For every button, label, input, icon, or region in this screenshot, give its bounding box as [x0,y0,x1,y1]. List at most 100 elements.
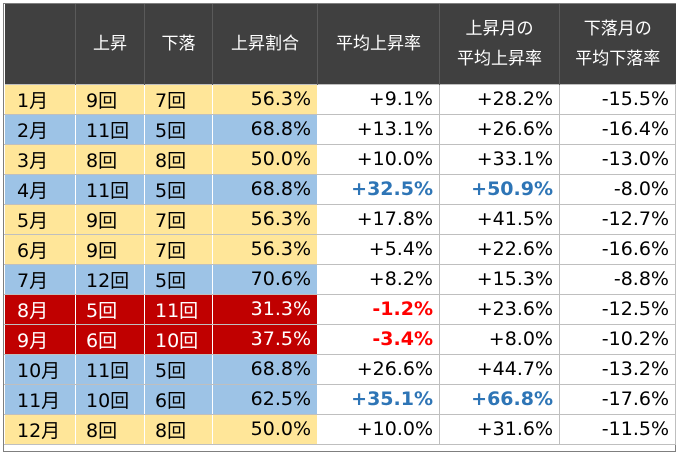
month-cell: 5月 [4,203,76,235]
header-avg-up-rate-line2: 平均上昇率 [457,48,542,69]
avg-change-cell: +5.4% [317,233,440,265]
up-ratio-cell: 68.8% [212,173,318,205]
up-count-cell: 9回 [75,203,145,235]
table-row: 2月 11回 5回 68.8% +13.1% +26.6% -16.4% [4,113,676,145]
avg-change-cell: +8.2% [317,263,440,295]
avg-up-rate-cell: +23.6% [439,293,560,325]
avg-up-rate-cell: +8.0% [439,323,560,355]
avg-down-rate-cell: -12.5% [559,293,676,325]
down-count-cell: 5回 [144,173,213,205]
table-row: 8月 5回 11回 31.3% -1.2% +23.6% -12.5% [4,293,676,325]
avg-change-cell: -3.4% [317,323,440,355]
header-avg-up-rate: 上昇月の 平均上昇率 [439,4,560,84]
avg-up-rate-cell: +50.9% [439,173,560,205]
avg-change-cell: +10.0% [317,143,440,175]
down-count-cell: 5回 [144,263,213,295]
up-ratio-cell: 56.3% [212,83,318,115]
table-row: 10月 11回 5回 68.8% +26.6% +44.7% -13.2% [4,353,676,385]
down-count-cell: 7回 [144,83,213,115]
header-up-ratio: 上昇割合 [212,4,318,84]
header-avg-change: 平均上昇率 [317,4,440,84]
month-cell: 8月 [4,293,76,325]
avg-change-cell: +26.6% [317,353,440,385]
avg-down-rate-cell: -13.0% [559,143,676,175]
avg-up-rate-cell: +44.7% [439,353,560,385]
avg-change-cell: -1.2% [317,293,440,325]
down-count-cell: 10回 [144,323,213,355]
up-ratio-cell: 50.0% [212,413,318,445]
month-cell: 7月 [4,263,76,295]
avg-down-rate-cell: -12.7% [559,203,676,235]
table-row: 11月 10回 6回 62.5% +35.1% +66.8% -17.6% [4,383,676,415]
table-row: 3月 8回 8回 50.0% +10.0% +33.1% -13.0% [4,143,676,175]
header-row: 上昇 下落 上昇割合 平均上昇率 上昇月の 平均上昇率 下落月の 平均下落率 [4,4,676,84]
avg-up-rate-cell: +22.6% [439,233,560,265]
up-ratio-cell: 31.3% [212,293,318,325]
up-ratio-cell: 50.0% [212,143,318,175]
monthly-stats-table: 上昇 下落 上昇割合 平均上昇率 上昇月の 平均上昇率 下落月の 平均下落率 1… [4,4,676,445]
up-ratio-cell: 56.3% [212,233,318,265]
up-count-cell: 10回 [75,383,145,415]
header-avg-down-rate-line1: 下落月の [583,18,652,39]
table-row: 4月 11回 5回 68.8% +32.5% +50.9% -8.0% [4,173,676,205]
month-cell: 1月 [4,83,76,115]
month-cell: 10月 [4,353,76,385]
down-count-cell: 8回 [144,413,213,445]
table-row: 9月 6回 10回 37.5% -3.4% +8.0% -10.2% [4,323,676,355]
month-cell: 9月 [4,323,76,355]
header-avg-up-rate-line1: 上昇月の [465,18,534,39]
up-count-cell: 8回 [75,143,145,175]
avg-change-cell: +9.1% [317,83,440,115]
avg-change-cell: +32.5% [317,173,440,205]
month-cell: 2月 [4,113,76,145]
up-count-cell: 8回 [75,413,145,445]
up-count-cell: 6回 [75,323,145,355]
avg-down-rate-cell: -11.5% [559,413,676,445]
down-count-cell: 8回 [144,143,213,175]
up-count-cell: 11回 [75,173,145,205]
up-count-cell: 11回 [75,353,145,385]
up-ratio-cell: 68.8% [212,353,318,385]
up-count-cell: 5回 [75,293,145,325]
down-count-cell: 7回 [144,233,213,265]
month-cell: 4月 [4,173,76,205]
up-count-cell: 11回 [75,113,145,145]
avg-down-rate-cell: -17.6% [559,383,676,415]
header-up-count: 上昇 [75,4,145,84]
avg-up-rate-cell: +41.5% [439,203,560,235]
down-count-cell: 5回 [144,353,213,385]
down-count-cell: 6回 [144,383,213,415]
avg-down-rate-cell: -10.2% [559,323,676,355]
avg-change-cell: +10.0% [317,413,440,445]
table-row: 1月 9回 7回 56.3% +9.1% +28.2% -15.5% [4,83,676,115]
avg-down-rate-cell: -16.4% [559,113,676,145]
header-month [4,4,76,84]
down-count-cell: 11回 [144,293,213,325]
up-ratio-cell: 62.5% [212,383,318,415]
down-count-cell: 7回 [144,203,213,235]
avg-up-rate-cell: +15.3% [439,263,560,295]
avg-up-rate-cell: +66.8% [439,383,560,415]
avg-down-rate-cell: -13.2% [559,353,676,385]
down-count-cell: 5回 [144,113,213,145]
avg-down-rate-cell: -8.8% [559,263,676,295]
avg-change-cell: +13.1% [317,113,440,145]
avg-up-rate-cell: +31.6% [439,413,560,445]
month-cell: 12月 [4,413,76,445]
up-ratio-cell: 37.5% [212,323,318,355]
header-down-count: 下落 [144,4,213,84]
month-cell: 11月 [4,383,76,415]
up-ratio-cell: 68.8% [212,113,318,145]
up-count-cell: 9回 [75,83,145,115]
table-row: 12月 8回 8回 50.0% +10.0% +31.6% -11.5% [4,413,676,445]
up-ratio-cell: 56.3% [212,203,318,235]
avg-down-rate-cell: -15.5% [559,83,676,115]
month-cell: 6月 [4,233,76,265]
table-row: 6月 9回 7回 56.3% +5.4% +22.6% -16.6% [4,233,676,265]
month-cell: 3月 [4,143,76,175]
avg-change-cell: +17.8% [317,203,440,235]
header-avg-down-rate-line2: 平均下落率 [575,48,661,69]
table-row: 7月 12回 5回 70.6% +8.2% +15.3% -8.8% [4,263,676,295]
avg-change-cell: +35.1% [317,383,440,415]
avg-down-rate-cell: -16.6% [559,233,676,265]
